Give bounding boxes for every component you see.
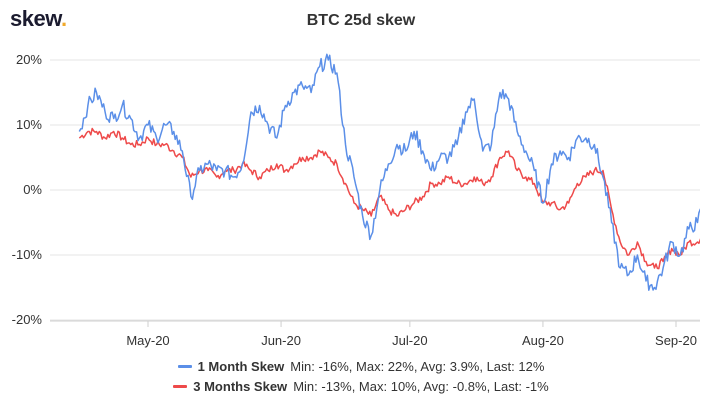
series-line-1m xyxy=(78,53,700,291)
legend-stats-1m: Min: -16%, Max: 22%, Avg: 3.9%, Last: 12… xyxy=(290,358,545,374)
x-tick-label: Aug-20 xyxy=(522,333,564,348)
legend-stats-3m: Min: -13%, Max: 10%, Avg: -0.8%, Last: -… xyxy=(293,378,549,394)
legend-swatch-1m xyxy=(177,364,192,368)
x-tick-label: Sep-20 xyxy=(655,333,697,348)
legend-swatch-3m xyxy=(173,384,188,388)
y-tick-label: 0% xyxy=(23,182,42,197)
y-tick-label: -20% xyxy=(12,312,43,327)
logo-text: skew xyxy=(10,6,62,31)
chart-title: BTC 25d skew xyxy=(306,12,416,29)
legend-item-1m[interactable]: 1 Month Skew Min: -16%, Max: 22%, Avg: 3… xyxy=(0,356,722,376)
logo-dot: . xyxy=(61,6,67,31)
x-tick-label: Jul-20 xyxy=(392,333,427,348)
series-line-3m xyxy=(78,127,700,270)
legend-name-1m: 1 Month Skew xyxy=(197,358,285,374)
x-tick-label: May-20 xyxy=(126,333,169,348)
y-tick-label: 20% xyxy=(16,52,42,67)
x-tick-label: Jun-20 xyxy=(261,333,301,348)
skew-logo: skew. xyxy=(10,6,67,32)
y-tick-label: 10% xyxy=(16,117,42,132)
y-tick-label: -10% xyxy=(12,247,43,262)
chart-legend: 1 Month Skew Min: -16%, Max: 22%, Avg: 3… xyxy=(0,356,722,396)
legend-name-3m: 3 Months Skew xyxy=(193,378,288,394)
legend-item-3m[interactable]: 3 Months Skew Min: -13%, Max: 10%, Avg: … xyxy=(0,376,722,396)
